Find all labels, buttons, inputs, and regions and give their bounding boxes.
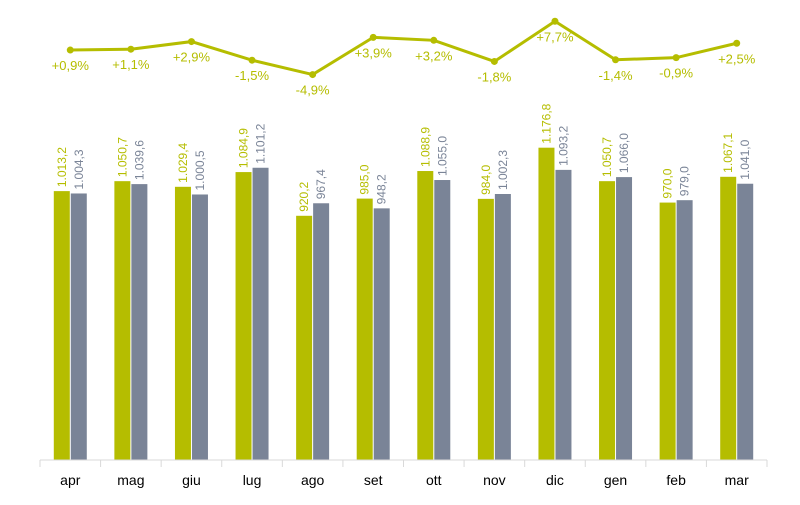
variation-label-set: +3,9%	[355, 45, 393, 60]
bar-serie-1-dic	[538, 147, 555, 461]
bar-serie-1-feb	[659, 202, 676, 461]
x-tick-label-feb: feb	[666, 472, 686, 488]
bar-serie-1-giu	[174, 186, 191, 460]
variation-label-lug: -1,5%	[235, 68, 269, 83]
bar-label-serie-2-mar: 1.041,0	[738, 139, 752, 179]
bar-serie-2-ago	[313, 203, 330, 461]
bar-label-serie-2-mag: 1.039,6	[132, 140, 146, 180]
bar-label-serie-1-gen: 1.050,7	[600, 137, 614, 177]
bar-label-serie-1-ott: 1.088,9	[418, 127, 432, 167]
bar-serie-2-feb	[676, 200, 693, 460]
bar-label-serie-2-lug: 1.101,2	[254, 123, 268, 163]
variation-label-mar: +2,5%	[718, 51, 756, 66]
bar-serie-1-gen	[599, 181, 616, 460]
variation-label-apr: +0,9%	[52, 58, 90, 73]
bar-label-serie-1-mar: 1.067,1	[721, 132, 735, 172]
variation-point-feb	[672, 54, 680, 62]
bar-serie-1-set	[356, 198, 373, 460]
bar-label-serie-2-nov: 1.002,3	[496, 150, 510, 190]
bar-label-serie-1-apr: 1.013,2	[55, 147, 69, 187]
x-tick-label-mag: mag	[117, 472, 144, 488]
bar-label-serie-1-set: 985,0	[358, 164, 372, 194]
variation-point-set	[369, 33, 377, 41]
bar-serie-2-giu	[191, 194, 208, 460]
variation-label-gen: -1,4%	[599, 68, 633, 83]
variation-point-mag	[127, 45, 135, 53]
bar-label-serie-2-set: 948,2	[375, 174, 389, 204]
variation-line	[70, 19, 738, 77]
x-tick-label-ott: ott	[426, 472, 442, 488]
bar-serie-1-mag	[114, 181, 131, 460]
bar-serie-2-mag	[131, 184, 148, 461]
bar-label-serie-2-dic: 1.093,2	[556, 126, 570, 166]
bar-label-serie-2-feb: 979,0	[678, 166, 692, 196]
variation-point-ago	[309, 71, 317, 79]
x-axis: apr mag giu lug ago set ott nov dic gen feb mar	[39, 459, 768, 488]
variation-point-gen	[612, 56, 620, 64]
x-tick-label-nov: nov	[483, 472, 506, 488]
variation-point-lug	[248, 56, 256, 64]
bar-label-serie-2-gen: 1.066,0	[617, 133, 631, 173]
bar-serie-2-apr	[70, 193, 87, 460]
x-tick-label-lug: lug	[243, 472, 262, 488]
bar-serie-2-dic	[555, 169, 572, 461]
bar-serie-1-ago	[296, 215, 313, 460]
bar-serie-2-lug	[252, 167, 269, 460]
bar-serie-1-apr	[53, 191, 70, 460]
bar-chart: 1.013,2 1.004,3 1.050,7 1.039,6 1.029,4 1.000…	[53, 103, 754, 461]
variation-point-mar	[733, 39, 741, 47]
bar-serie-2-nov	[494, 194, 511, 460]
variation-label-mag: +1,1%	[112, 57, 150, 72]
bar-serie-2-mar	[737, 183, 754, 460]
bar-label-serie-2-apr: 1.004,3	[72, 149, 86, 189]
bar-serie-2-gen	[616, 177, 633, 460]
bar-serie-1-ott	[417, 171, 434, 460]
bar-label-serie-1-giu: 1.029,4	[176, 142, 190, 182]
variation-label-ago: -4,9%	[296, 83, 330, 98]
variation-label-giu: +2,9%	[173, 50, 211, 65]
variation-label-ott: +3,2%	[415, 48, 453, 63]
variation-point-ott	[430, 36, 438, 44]
bar-label-serie-2-giu: 1.000,5	[193, 150, 207, 190]
bar-label-serie-1-mag: 1.050,7	[115, 137, 129, 177]
variation-label-feb: -0,9%	[659, 66, 693, 81]
variation-line-chart: +0,9% +1,1% +2,9% -1,5% -4,9% +3,9% +3,2% -1,8%…	[52, 17, 756, 98]
x-tick-label-set: set	[364, 472, 383, 488]
bar-label-serie-2-ago: 967,4	[314, 169, 328, 199]
variation-point-nov	[490, 57, 498, 65]
variation-point-dic	[551, 17, 559, 25]
x-tick-label-apr: apr	[60, 472, 81, 488]
bar-serie-1-nov	[477, 198, 494, 460]
variation-label-dic: +7,7%	[536, 29, 574, 44]
bar-label-serie-1-feb: 970,0	[661, 168, 675, 198]
bar-serie-1-mar	[720, 176, 737, 460]
bar-label-serie-1-dic: 1.176,8	[539, 103, 553, 143]
x-tick-label-dic: dic	[546, 472, 564, 488]
x-tick-label-ago: ago	[301, 472, 325, 488]
bar-serie-1-lug	[235, 172, 252, 460]
variation-point-giu	[187, 38, 195, 46]
bar-serie-2-set	[373, 208, 390, 460]
bar-label-serie-1-ago: 920,2	[297, 181, 311, 211]
bar-label-serie-1-lug: 1.084,9	[237, 128, 251, 168]
variation-point-apr	[66, 46, 74, 54]
variation-label-nov: -1,8%	[477, 69, 511, 84]
bar-serie-2-ott	[434, 180, 451, 460]
bar-label-serie-2-ott: 1.055,0	[435, 136, 449, 176]
bar-label-serie-1-nov: 984,0	[479, 165, 493, 195]
x-tick-label-giu: giu	[182, 472, 201, 488]
x-tick-label-gen: gen	[604, 472, 627, 488]
x-tick-label-mar: mar	[725, 472, 749, 488]
